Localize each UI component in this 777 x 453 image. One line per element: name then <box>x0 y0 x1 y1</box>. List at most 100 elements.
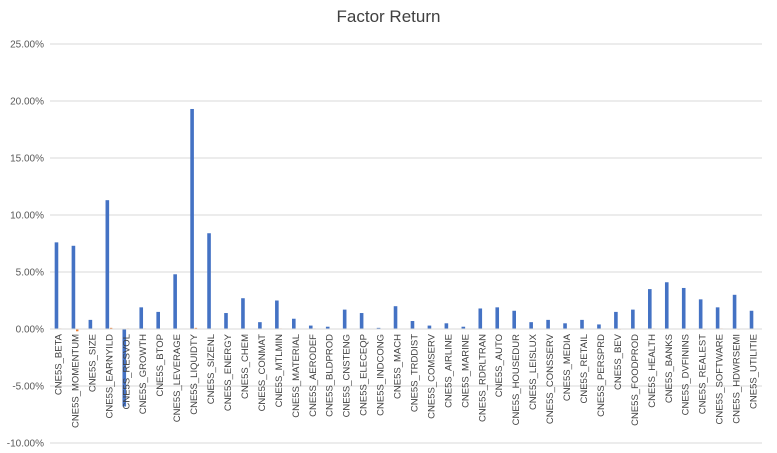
factor-return-bar <box>241 298 245 329</box>
factor-return-bar <box>71 245 76 329</box>
factor-return-bar <box>529 322 533 329</box>
x-tick-label: CNE5S_MARINE <box>460 334 471 408</box>
x-tick-label: CNE5S_HOUSEDUR <box>511 334 522 425</box>
factor-return-bar <box>631 309 635 329</box>
factor-return-bar <box>749 310 754 329</box>
y-tick-label: 20.00% <box>10 97 44 108</box>
x-tick-label: CNE5S_REALEST <box>698 334 709 414</box>
factor-return-bar <box>275 300 279 329</box>
factor-return-bar <box>292 318 296 329</box>
x-tick-label: CNE5S_MATERIAL <box>291 334 302 418</box>
factor-return-bar <box>224 313 228 329</box>
bars <box>50 108 762 407</box>
factor-return-bar <box>410 321 415 329</box>
y-tick-label: 5.00% <box>16 268 44 279</box>
x-tick-label: CNE5S_GROWTH <box>138 334 149 414</box>
factor-return-bar <box>156 311 160 329</box>
x-tick-label: CNE5S_MTLMIN <box>274 334 285 408</box>
y-axis-tick-labels: -10.00% -5.00% 0.00% 5.00% 10.00% 15.00% 20.00… <box>7 40 44 450</box>
factor-return-bar <box>325 326 330 329</box>
x-tick-label: CNE5S_BTOP <box>155 334 166 397</box>
factor-return-bar <box>427 325 432 329</box>
x-tick-label: CNE5S_RDRLTRAN <box>477 334 488 422</box>
x-tick-label: CNE5S_CONMAT <box>257 334 268 412</box>
secondary-series-bar <box>76 329 79 332</box>
x-tick-label: CNE5S_BANKS <box>664 334 675 403</box>
factor-return-bar <box>207 233 211 329</box>
y-tick-label: 25.00% <box>10 40 44 51</box>
x-tick-label: CNE5S_CHEM <box>240 334 251 399</box>
factor-return-bar <box>105 200 110 329</box>
x-tick-label: CNE5S_HEALTH <box>647 334 658 408</box>
y-tick-label: 10.00% <box>10 211 44 222</box>
y-tick-label: -5.00% <box>12 382 44 393</box>
x-tick-label: CNE5S_BLDPROD <box>325 334 336 417</box>
factor-return-bar <box>54 242 59 329</box>
x-tick-label: CNE5S_MOMENTUM <box>70 334 81 428</box>
factor-return-bar <box>139 307 144 329</box>
factor-return-bar <box>512 310 516 329</box>
factor-return-bar <box>393 306 398 329</box>
factor-return-bar <box>648 289 652 329</box>
factor-return-bar <box>444 323 449 329</box>
factor-return-bar <box>732 294 737 329</box>
x-tick-label: CNE5S_AIRLINE <box>443 334 454 408</box>
x-tick-label: CNE5S_MEDIA <box>562 333 573 401</box>
factor-return-bar <box>359 313 364 329</box>
chart-title: Factor Return <box>336 7 441 26</box>
x-tick-label: CNE5S_CNSTENG <box>342 334 353 417</box>
x-axis-tick-labels: CNE5S_BETA CNE5S_MOMENTUM CNE5S_SIZE CNE5S_… <box>53 333 759 428</box>
x-tick-label: CNE5S_UTILITIE <box>749 334 760 409</box>
factor-return-bar <box>597 324 601 329</box>
x-tick-label: CNE5S_LEVERAGE <box>172 334 183 422</box>
factor-return-bar <box>88 319 93 329</box>
x-tick-label: CNE5S_HDWRSEMI <box>732 334 743 424</box>
factor-return-bar <box>173 274 177 329</box>
x-tick-label: CNE5S_RETAIL <box>579 334 590 404</box>
factor-return-bar <box>698 299 703 329</box>
x-tick-label: CNE5S_EARNYILD <box>104 334 115 419</box>
x-tick-label: CNE5S_LEISLUX <box>528 333 539 410</box>
factor-return-bar <box>681 287 686 329</box>
factor-return-bar <box>308 325 313 329</box>
x-tick-label: CNE5S_COMSERV <box>426 333 437 418</box>
factor-return-bar <box>376 327 381 329</box>
factor-return-bar <box>614 311 618 329</box>
x-tick-label: CNE5S_DVFININS <box>681 334 692 415</box>
y-tick-label: 15.00% <box>10 154 44 165</box>
x-tick-label: CNE5S_BETA <box>53 333 64 395</box>
x-tick-label: CNE5S_AUTO <box>494 334 505 397</box>
factor-return-bar <box>478 308 483 329</box>
factor-return-bar <box>122 329 127 407</box>
factor-return-bar <box>546 319 550 329</box>
x-tick-label: CNE5S_ENERGY <box>223 333 234 411</box>
y-tick-label: -10.00% <box>7 439 44 450</box>
secondary-series-bar <box>109 327 113 329</box>
factor-return-bar <box>580 319 584 329</box>
x-tick-label: CNE5S_FOODPROD <box>630 334 641 426</box>
x-tick-label: CNE5S_LIQUIDTY <box>189 333 200 414</box>
x-tick-label: CNE5S_ELECEQP <box>359 334 370 416</box>
x-tick-label: CNE5S_TRDDIST <box>409 334 420 412</box>
secondary-series-bar <box>194 327 198 329</box>
factor-return-bar <box>563 323 567 329</box>
factor-return-bar <box>664 282 669 329</box>
x-tick-label: CNE5S_AERODEF <box>308 334 319 417</box>
x-tick-label: CNE5S_PERSPRD <box>596 334 607 417</box>
factor-return-bar <box>715 307 720 329</box>
x-tick-label: CNE5S_CONSSERV <box>545 333 556 424</box>
factor-return-bar <box>258 322 262 329</box>
y-tick-label: 0.00% <box>16 325 44 336</box>
x-tick-label: CNE5S_MACH <box>393 334 404 399</box>
factor-return-bar <box>342 309 347 329</box>
x-tick-label: CNE5S_INDCONG <box>376 334 387 416</box>
x-tick-label: CNE5S_BEV <box>613 333 624 390</box>
x-tick-label: CNE5S_SOFTWARE <box>715 334 726 424</box>
factor-return-bar <box>495 307 500 329</box>
x-tick-label: CNE5S_SIZENL <box>206 334 217 404</box>
x-tick-label: CNE5S_SIZE <box>87 334 98 392</box>
factor-return-bar <box>190 108 194 329</box>
factor-return-bar <box>461 326 466 329</box>
x-tick-label: CNE5S_RESVOL <box>121 334 132 410</box>
